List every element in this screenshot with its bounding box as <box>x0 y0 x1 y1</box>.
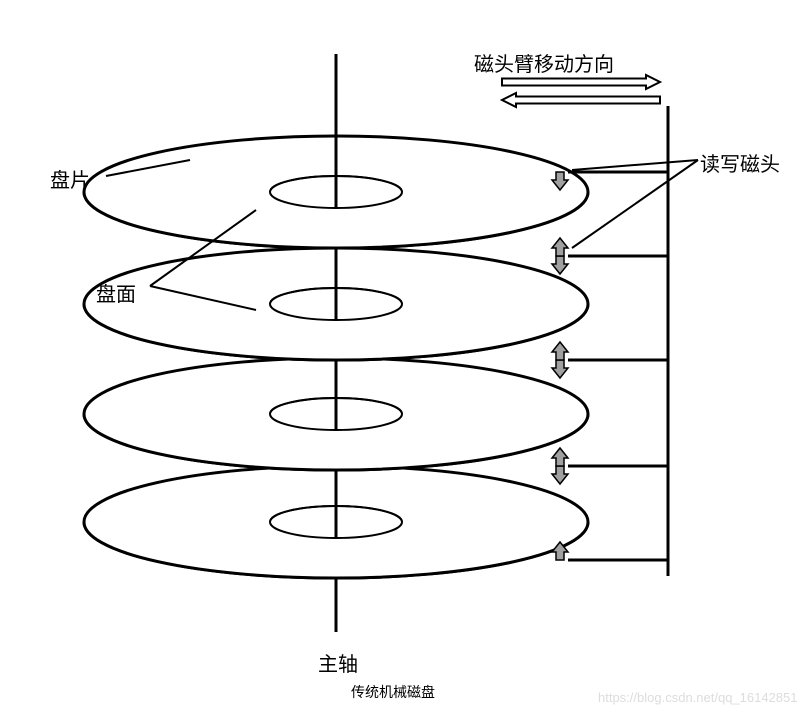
arm-direction-label: 磁头臂移动方向 <box>474 48 614 77</box>
watermark-text: https://blog.csdn.net/qq_16142851 <box>598 690 798 705</box>
diagram-caption: 传统机械磁盘 <box>351 682 435 702</box>
spindle-label: 主轴 <box>318 648 358 677</box>
head-label: 读写磁头 <box>700 148 780 177</box>
surface-label: 盘面 <box>96 278 136 307</box>
hdd-diagram-svg <box>0 0 808 718</box>
platter-label: 盘片 <box>50 164 90 193</box>
